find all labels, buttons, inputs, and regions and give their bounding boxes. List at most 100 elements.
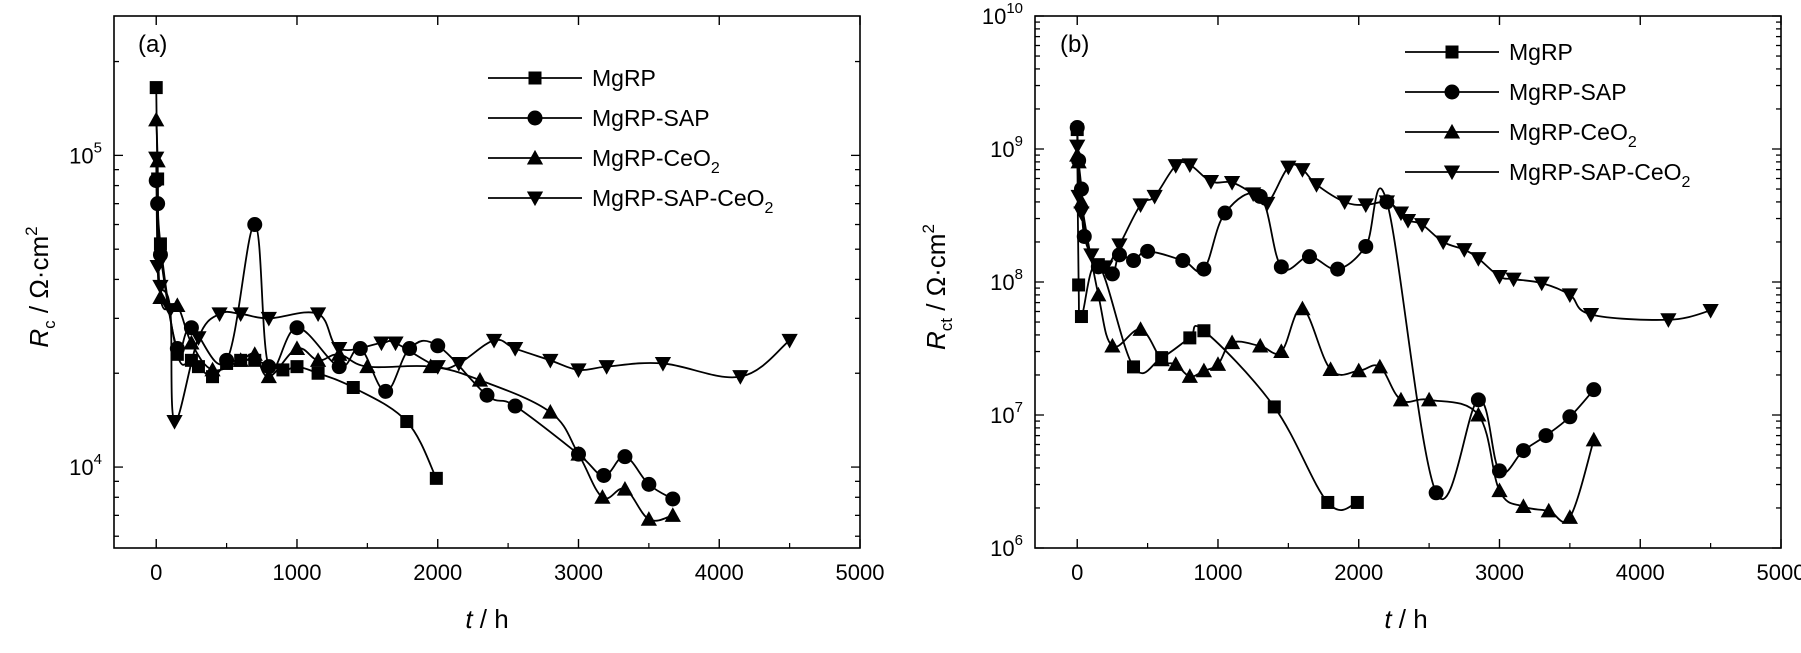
data-point bbox=[387, 336, 404, 352]
data-point bbox=[289, 320, 305, 336]
data-point bbox=[1252, 337, 1269, 353]
data-point bbox=[781, 333, 798, 349]
data-point bbox=[1561, 288, 1578, 304]
data-point bbox=[507, 398, 523, 414]
data-point bbox=[1561, 509, 1578, 524]
legend-marker bbox=[1443, 123, 1461, 139]
data-point bbox=[1197, 324, 1211, 338]
data-point bbox=[1515, 498, 1532, 514]
x-tick-label: 2000 bbox=[413, 560, 462, 585]
x-tick-label: 3000 bbox=[554, 560, 603, 585]
data-point bbox=[616, 480, 634, 496]
legend-label: MgRP-SAP bbox=[592, 105, 710, 131]
y-tick-label: 106 bbox=[990, 532, 1023, 561]
data-point bbox=[570, 446, 587, 461]
data-point bbox=[641, 476, 657, 492]
data-point bbox=[1273, 259, 1289, 275]
data-point bbox=[1491, 463, 1507, 479]
data-point bbox=[247, 217, 263, 233]
x-tick-label: 1000 bbox=[1194, 560, 1243, 585]
data-point bbox=[542, 404, 559, 419]
data-point bbox=[1702, 304, 1719, 319]
legend-marker bbox=[526, 191, 544, 207]
data-point bbox=[1083, 248, 1100, 263]
data-point bbox=[1111, 238, 1128, 254]
y-tick-label: 108 bbox=[990, 266, 1023, 295]
data-point bbox=[191, 360, 205, 374]
data-point bbox=[450, 356, 467, 372]
data-point bbox=[1505, 272, 1522, 288]
data-point bbox=[1330, 261, 1346, 277]
data-point bbox=[1336, 195, 1353, 211]
data-point bbox=[1181, 158, 1198, 173]
x-axis-title: t / h bbox=[1384, 604, 1427, 634]
data-point bbox=[485, 333, 503, 349]
data-point bbox=[1562, 409, 1578, 425]
data-point bbox=[152, 289, 169, 304]
y-tick-label: 1010 bbox=[982, 0, 1023, 29]
x-tick-label: 4000 bbox=[1616, 560, 1665, 585]
y-tick-label: 104 bbox=[69, 451, 102, 480]
data-point bbox=[1435, 235, 1452, 251]
data-point bbox=[1322, 361, 1339, 376]
data-point bbox=[1072, 278, 1086, 292]
data-point bbox=[1470, 392, 1486, 408]
data-point bbox=[1140, 243, 1156, 259]
data-point bbox=[1660, 313, 1677, 328]
panel-a-rc: 0 1000 2000 3000 4000 5000 104 105 (a) Rc / Ω·cm2… bbox=[22, 15, 884, 634]
data-point bbox=[1378, 195, 1396, 211]
legend-label: MgRP-SAP bbox=[1509, 79, 1627, 105]
data-point bbox=[1350, 495, 1364, 509]
y-tick-label: 107 bbox=[990, 399, 1023, 428]
data-point bbox=[594, 489, 611, 504]
data-point bbox=[359, 358, 376, 374]
data-point bbox=[1456, 243, 1473, 258]
data-point bbox=[1132, 198, 1149, 214]
data-point bbox=[373, 336, 390, 352]
series-line bbox=[1076, 154, 1595, 523]
data-point bbox=[211, 307, 228, 323]
legend-label: MgRP-SAP-CeO2 bbox=[1509, 159, 1691, 191]
data-point bbox=[1399, 214, 1417, 229]
data-point bbox=[1294, 300, 1311, 316]
legend-marker bbox=[1443, 165, 1461, 181]
data-point bbox=[400, 415, 414, 429]
legend-label: MgRP-CeO2 bbox=[592, 145, 720, 177]
data-point bbox=[246, 346, 263, 361]
data-point bbox=[1175, 253, 1191, 269]
data-point bbox=[1470, 252, 1487, 267]
data-point bbox=[1582, 307, 1600, 323]
data-point bbox=[1069, 139, 1086, 155]
data-point bbox=[654, 356, 672, 372]
data-point bbox=[1070, 153, 1087, 169]
legend-entry: MgRP bbox=[488, 65, 656, 91]
data-point bbox=[1308, 178, 1325, 193]
series-line bbox=[155, 180, 674, 500]
data-point bbox=[664, 507, 681, 522]
data-point bbox=[1196, 261, 1212, 277]
data-point bbox=[309, 307, 327, 323]
data-point bbox=[219, 352, 235, 368]
data-point bbox=[1392, 206, 1410, 222]
data-point bbox=[1420, 391, 1438, 407]
data-point bbox=[162, 303, 179, 318]
series-0 bbox=[149, 81, 443, 485]
x-tick-label: 2000 bbox=[1334, 560, 1383, 585]
series-2 bbox=[148, 111, 681, 526]
data-point bbox=[149, 260, 166, 275]
data-point bbox=[311, 366, 325, 380]
data-point bbox=[152, 247, 168, 263]
data-point bbox=[1181, 368, 1198, 383]
data-point bbox=[1132, 321, 1149, 336]
data-point bbox=[290, 360, 304, 374]
legend-entry: MgRP-SAP bbox=[488, 105, 710, 131]
legend-entry: MgRP-SAP bbox=[1405, 79, 1627, 105]
data-point bbox=[507, 342, 524, 357]
y-tick-label: 105 bbox=[69, 139, 102, 168]
data-point bbox=[617, 449, 633, 465]
x-tick-label: 0 bbox=[150, 560, 162, 585]
data-point bbox=[1104, 337, 1121, 353]
data-point bbox=[479, 387, 495, 403]
series-line bbox=[155, 119, 674, 522]
